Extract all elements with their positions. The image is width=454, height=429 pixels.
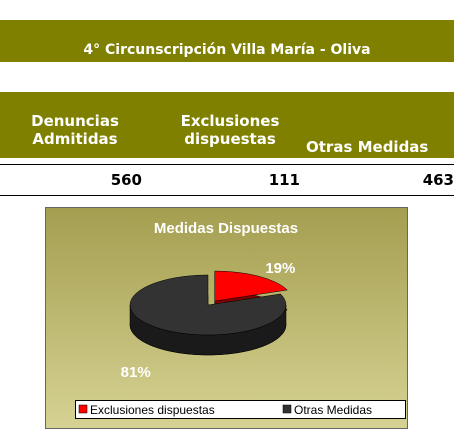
legend-label: Otras Medidas	[294, 403, 372, 417]
data-label: 19%	[265, 260, 295, 277]
table-row	[0, 164, 454, 196]
table-header: Denuncias Admitidas Exclusiones dispuest…	[0, 92, 454, 158]
cell: 111	[268, 171, 300, 189]
cell: 463	[422, 171, 454, 189]
chart: Medidas Dispuestas 19% 81% Exclusiones dis…	[45, 207, 408, 429]
chart-title: Medidas Dispuestas	[154, 220, 298, 237]
cell: 560	[110, 171, 142, 189]
pie-slice	[214, 270, 288, 302]
pie-slice	[129, 274, 287, 336]
legend	[75, 400, 406, 419]
title: 4° Circunscripción Villa María - Oliva	[83, 42, 371, 58]
header-cell: Denuncias Admitidas	[31, 112, 119, 148]
legend-label: Exclusiones dispuestas	[90, 403, 215, 417]
data-label: 81%	[121, 364, 151, 381]
header-cell: Otras Medidas	[306, 138, 429, 156]
header-cell: Exclusiones dispuestas	[180, 112, 280, 148]
title-bar: 4° Circunscripción Villa María - Oliva	[0, 20, 454, 62]
legend-swatch	[282, 404, 292, 414]
legend-swatch	[78, 404, 88, 414]
